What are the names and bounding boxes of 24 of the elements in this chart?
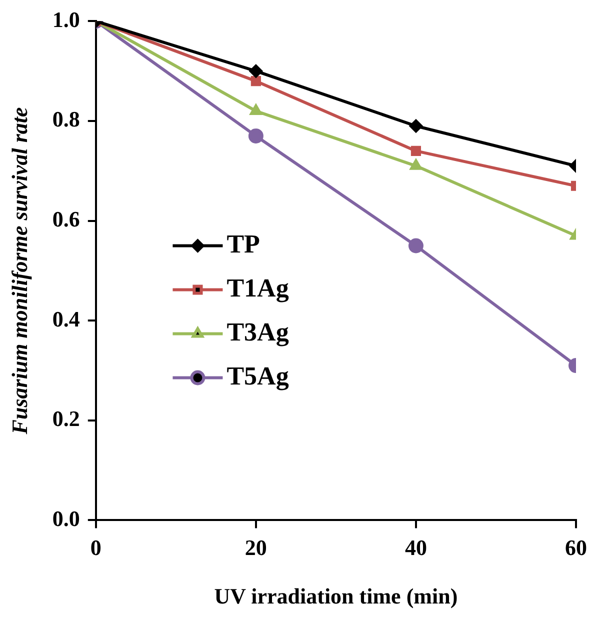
legend-label: TP xyxy=(226,229,260,258)
x-tick-label: 20 xyxy=(244,535,267,560)
y-axis-title: Fusarium moniliforme survival rate xyxy=(6,106,32,436)
legend-label: T1Ag xyxy=(226,273,289,302)
y-tick-label: 0.6 xyxy=(52,206,80,232)
y-tick-label: 0.2 xyxy=(52,406,80,432)
x-axis-title: UV irradiation time (min) xyxy=(214,583,458,608)
point xyxy=(250,104,262,116)
legend-label: T3Ag xyxy=(226,317,289,346)
point xyxy=(410,159,422,170)
legend-label: T5Ag xyxy=(226,361,289,390)
y-tick-label: 0.4 xyxy=(52,306,80,332)
point xyxy=(408,238,424,254)
x-tick-label: 60 xyxy=(565,535,587,560)
point xyxy=(248,128,264,144)
point xyxy=(409,119,422,132)
y-tick-label: 0.8 xyxy=(52,106,80,132)
point xyxy=(249,64,262,78)
y-tick-label: 1.0 xyxy=(52,6,80,32)
x-tick-label: 0 xyxy=(90,535,102,560)
point xyxy=(250,76,261,86)
y-tick-label: 0.0 xyxy=(52,506,80,531)
x-tick-label: 40 xyxy=(404,535,427,560)
point xyxy=(410,146,421,156)
